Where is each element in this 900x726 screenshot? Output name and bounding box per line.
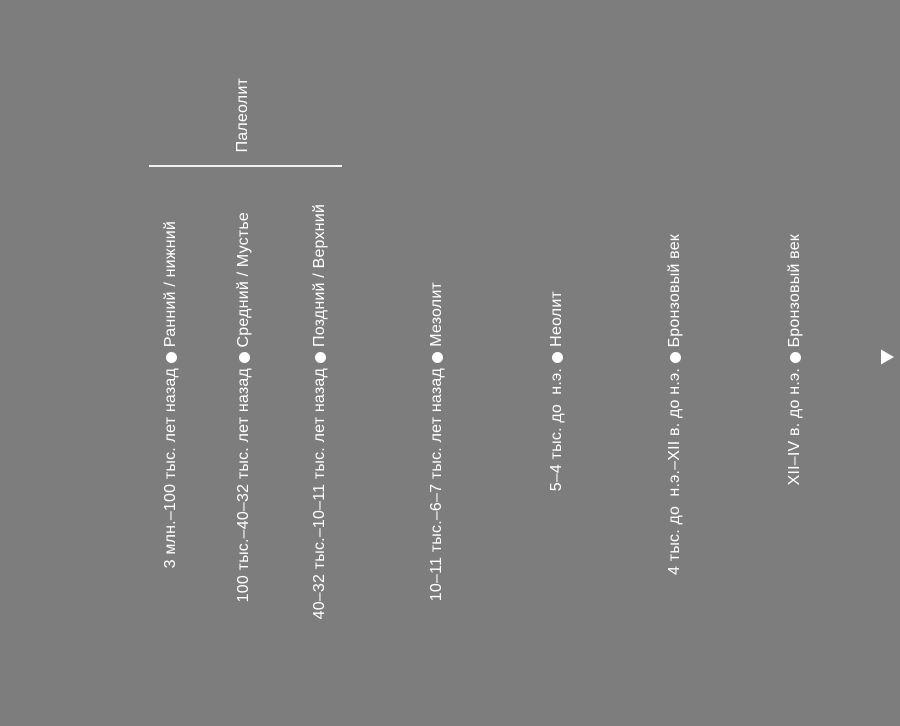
date-label: 4 тыс. до н.э.–XII в. до н.э.	[666, 368, 683, 575]
date-label: 10–11 тыс.–6–7 тыс. лет назад	[428, 368, 445, 602]
date-label: 5–4 тыс. до н.э.	[548, 368, 565, 492]
date-label: 40–32 тыс.–10–11 тыс. лет назад	[311, 368, 328, 620]
period-label: Неолит	[548, 291, 565, 347]
paleolithic-bracket-label: Палеолит	[234, 77, 251, 152]
arrow-head-icon	[881, 349, 894, 365]
timeline-point	[669, 351, 681, 363]
date-label: XII–IV в. до н.э.	[786, 368, 803, 486]
period-label: Средний / Мустье	[235, 211, 252, 347]
period-label: Поздний / Верхний	[311, 204, 328, 347]
date-label: 3 млн.–100 тыс. лет назад	[162, 368, 179, 569]
timeline-point	[431, 351, 443, 363]
period-label: Бронзовый век	[666, 233, 683, 347]
timeline-point	[551, 351, 563, 363]
period-label: Бронзовый век	[786, 233, 803, 347]
date-label: 100 тыс.–40–32 тыс. лет назад	[235, 368, 252, 603]
timeline-point	[238, 351, 250, 363]
period-label: Ранний / нижний	[162, 220, 179, 347]
timeline-point	[789, 351, 801, 363]
timeline-point	[165, 351, 177, 363]
period-label: Мезолит	[428, 282, 445, 347]
timeline-point	[314, 351, 326, 363]
